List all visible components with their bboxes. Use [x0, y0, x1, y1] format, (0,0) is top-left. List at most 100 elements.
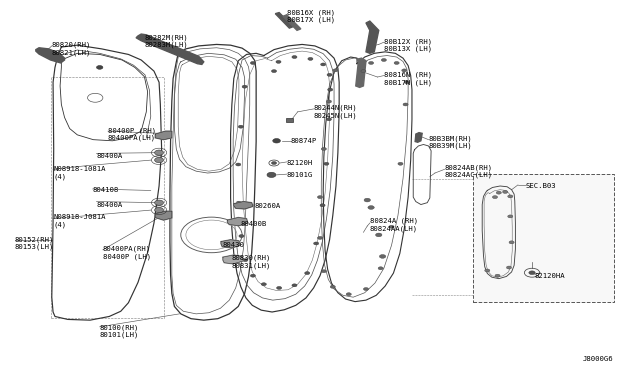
Text: SEC.B03: SEC.B03 [525, 183, 556, 189]
Text: 80B3BM(RH)
80B39M(LH): 80B3BM(RH) 80B39M(LH) [429, 135, 472, 149]
Text: N08918-J081A
(4): N08918-J081A (4) [53, 215, 106, 228]
Circle shape [321, 147, 326, 150]
Circle shape [155, 157, 164, 163]
Text: 80244N(RH)
80245N(LH): 80244N(RH) 80245N(LH) [314, 105, 357, 119]
Text: 80282M(RH)
80283M(LH): 80282M(RH) 80283M(LH) [145, 35, 188, 48]
Polygon shape [234, 202, 253, 209]
Circle shape [250, 274, 255, 277]
Circle shape [484, 269, 490, 272]
Circle shape [314, 242, 319, 245]
Text: 80400PA(RH)
80400P (LH): 80400PA(RH) 80400P (LH) [103, 246, 151, 260]
Circle shape [364, 198, 371, 202]
Circle shape [239, 235, 244, 237]
Circle shape [495, 274, 500, 277]
Circle shape [378, 267, 383, 270]
Circle shape [508, 215, 513, 218]
Circle shape [236, 201, 241, 204]
Circle shape [394, 61, 399, 64]
Circle shape [261, 283, 266, 286]
Circle shape [242, 85, 247, 88]
Circle shape [276, 60, 281, 63]
Text: 80830(RH)
80831(LH): 80830(RH) 80831(LH) [232, 254, 271, 269]
Text: 80400B: 80400B [241, 221, 267, 227]
Circle shape [376, 233, 382, 237]
Polygon shape [156, 131, 172, 140]
Circle shape [330, 285, 335, 288]
Circle shape [361, 70, 366, 73]
Circle shape [308, 57, 313, 60]
Bar [51, 77, 164, 318]
Text: 82120H: 82120H [287, 160, 313, 166]
Polygon shape [227, 218, 248, 226]
Polygon shape [275, 13, 293, 28]
Circle shape [403, 103, 408, 106]
Polygon shape [136, 34, 204, 64]
Circle shape [389, 225, 394, 228]
Circle shape [271, 161, 276, 164]
Circle shape [305, 272, 310, 275]
Circle shape [369, 61, 374, 64]
Circle shape [236, 163, 241, 166]
Text: 80260A: 80260A [255, 203, 281, 209]
Circle shape [529, 271, 535, 275]
Circle shape [328, 88, 333, 91]
Circle shape [506, 266, 511, 269]
Text: 80430: 80430 [223, 241, 245, 247]
Circle shape [380, 254, 386, 258]
Circle shape [97, 65, 103, 69]
Text: 804108: 804108 [93, 187, 119, 193]
Circle shape [398, 162, 403, 165]
Circle shape [250, 61, 255, 64]
Text: 80824A (RH)
80824AA(LH): 80824A (RH) 80824AA(LH) [370, 218, 418, 232]
Circle shape [321, 63, 326, 66]
Circle shape [271, 70, 276, 73]
Circle shape [155, 208, 164, 213]
Circle shape [509, 241, 514, 244]
Circle shape [321, 270, 326, 273]
Polygon shape [156, 211, 172, 220]
Circle shape [317, 236, 323, 239]
Text: 80400P (RH)
80400PA(LH): 80400P (RH) 80400PA(LH) [108, 127, 156, 141]
Text: 80824AB(RH)
80824AC(LH): 80824AB(RH) 80824AC(LH) [445, 164, 493, 178]
Circle shape [381, 58, 387, 61]
Polygon shape [223, 255, 243, 264]
Bar [285, 118, 293, 122]
Circle shape [292, 284, 297, 287]
Circle shape [404, 81, 410, 84]
Circle shape [402, 69, 407, 72]
Text: 80400A: 80400A [97, 202, 123, 208]
Text: 80152(RH)
80153(LH): 80152(RH) 80153(LH) [15, 237, 54, 250]
Circle shape [364, 288, 369, 291]
Text: 80B12X (RH)
80B13X (LH): 80B12X (RH) 80B13X (LH) [384, 38, 432, 52]
Circle shape [333, 69, 338, 72]
Text: N08918-1081A
(4): N08918-1081A (4) [53, 166, 106, 180]
Bar [473, 174, 614, 302]
Text: 80820(RH)
80821(LH): 80820(RH) 80821(LH) [52, 42, 91, 56]
Polygon shape [415, 133, 422, 142]
Circle shape [155, 200, 164, 205]
Polygon shape [356, 58, 366, 87]
Circle shape [292, 55, 297, 58]
Circle shape [326, 100, 332, 103]
Circle shape [346, 293, 351, 296]
Circle shape [238, 125, 243, 128]
Text: 80816N (RH)
80B17N (LH): 80816N (RH) 80B17N (LH) [384, 71, 432, 86]
Circle shape [326, 118, 332, 121]
Circle shape [324, 162, 329, 165]
Circle shape [155, 150, 164, 155]
Circle shape [243, 259, 248, 262]
Circle shape [496, 191, 501, 194]
Circle shape [267, 172, 276, 177]
Circle shape [508, 195, 513, 198]
Polygon shape [283, 15, 301, 31]
Circle shape [320, 204, 325, 207]
Circle shape [492, 196, 497, 199]
Text: J8000G6: J8000G6 [583, 356, 614, 362]
Polygon shape [221, 240, 240, 248]
Circle shape [368, 206, 374, 209]
Text: 80100(RH)
80101(LH): 80100(RH) 80101(LH) [100, 324, 139, 338]
Text: 80101G: 80101G [287, 172, 313, 178]
Text: 80874P: 80874P [291, 138, 317, 144]
Text: 80400A: 80400A [97, 153, 123, 159]
Circle shape [502, 190, 508, 193]
